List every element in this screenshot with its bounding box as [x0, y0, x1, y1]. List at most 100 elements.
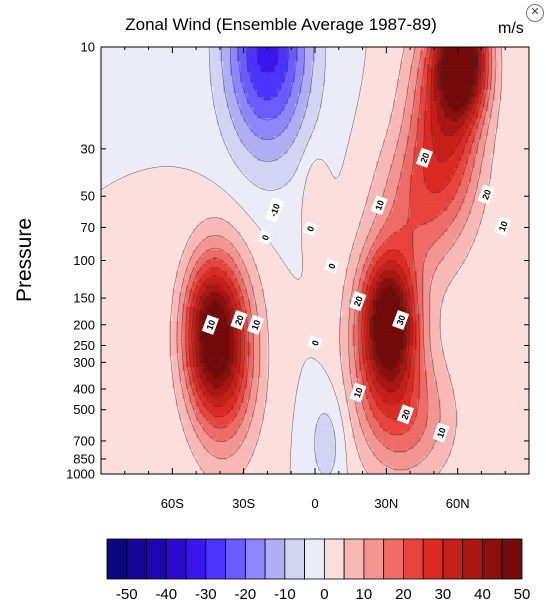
colorbar-box	[304, 538, 325, 580]
contour-label-bg	[323, 258, 340, 274]
colorbar-tick-label: -20	[234, 586, 256, 600]
y-tick-label: 70	[81, 220, 95, 235]
contour-label: 10	[247, 314, 265, 335]
contour-label-bg	[349, 291, 367, 312]
contour-label-text: 20	[233, 314, 246, 327]
contour-label-bg	[494, 216, 512, 237]
contour-field	[101, 47, 529, 474]
contour-label-text: 20	[399, 408, 412, 421]
contour-label-bg	[415, 147, 433, 168]
x-tick-label: 60N	[446, 496, 470, 511]
contour-label-text: 0	[310, 339, 321, 347]
contour-labels: 10 10 20 -10 0 0 0 0 10 20 30 10 20 10 20 20 10	[201, 147, 512, 443]
colorbar-box	[284, 538, 306, 580]
y-tick-label: 850	[73, 451, 95, 466]
y-axis-label: Pressure	[13, 218, 36, 302]
colorbar-box	[264, 538, 286, 580]
close-button[interactable]: ✕	[526, 4, 544, 22]
contour-label-text: -10	[268, 202, 282, 218]
colorbar-box	[343, 538, 365, 580]
contour-label-bg	[257, 230, 273, 245]
y-tick-label: 100	[73, 253, 95, 268]
colorbar-box	[244, 538, 266, 580]
contour-label-bg	[477, 184, 495, 205]
contour-label: 0	[257, 230, 273, 245]
colorbar-box	[205, 538, 226, 580]
contour-label: 20	[349, 291, 367, 312]
x-axis: 60S 30S 0 30N 60N	[124, 47, 506, 511]
x-tick-label: 0	[311, 496, 318, 511]
colorbar-tick-label: 10	[356, 586, 373, 600]
colorbar-box	[363, 538, 385, 580]
colorbar-tick-label: -30	[195, 586, 217, 600]
contour-label: 10	[432, 422, 450, 443]
contour-label-text: 20	[418, 151, 431, 164]
contour-label: 10	[349, 382, 367, 403]
colorbar-box	[146, 538, 167, 580]
contour-label-bg	[230, 309, 248, 331]
colorbar-tick-label: 20	[395, 586, 412, 600]
y-tick-label: 200	[73, 317, 95, 332]
colorbar-box	[462, 538, 483, 580]
colorbar-box	[165, 538, 187, 580]
contour-label: 0	[323, 258, 340, 274]
contour-label: 0	[307, 335, 323, 351]
colorbar-box	[482, 538, 503, 580]
contour-label-bg	[307, 335, 323, 351]
contour-label-text: 10	[352, 386, 365, 399]
colorbar-box	[442, 538, 464, 580]
colorbar: -50 -40 -30 -20 -10 0 10 20 30 40 50	[106, 538, 531, 600]
contour-label-bg	[396, 404, 414, 425]
contour-lines	[101, 47, 503, 474]
contour-label-bg	[247, 314, 265, 335]
contour-label: 10	[370, 195, 388, 216]
x-tick-label: 60S	[161, 496, 184, 511]
y-tick-label: 50	[81, 189, 95, 204]
contour-label-bg	[302, 221, 318, 237]
contour-label-text: 10	[250, 319, 263, 332]
y-tick-label: 30	[81, 141, 95, 156]
contour-label-bg	[392, 309, 410, 331]
contour-label-text: 20	[480, 188, 493, 201]
contour-label-text: 10	[435, 426, 448, 439]
colorbar-box	[126, 538, 147, 580]
contour-label: 0	[302, 221, 318, 237]
colorbar-tick-label: 50	[514, 586, 531, 600]
contour-label: 20	[477, 184, 495, 205]
contour-label-bg	[370, 195, 388, 216]
colorbar-box	[422, 538, 444, 580]
y-tick-label: 300	[73, 355, 95, 370]
colorbar-box	[185, 538, 207, 580]
colorbar-box	[225, 538, 246, 580]
contour-label-bg	[432, 422, 450, 443]
chart-title: Zonal Wind (Ensemble Average 1987-89)	[125, 15, 437, 34]
contour-label: 20	[230, 309, 248, 331]
units-label: m/s	[498, 20, 524, 37]
contour-label-text: 10	[497, 220, 510, 233]
contour-label-text: 10	[373, 199, 386, 212]
contour-label-text: 0	[260, 234, 271, 242]
colorbar-tick-label: -50	[116, 586, 138, 600]
contour-label-text: 10	[204, 319, 217, 332]
y-tick-label: 400	[73, 382, 95, 397]
colorbar-tick-label: 40	[474, 586, 491, 600]
y-tick-label: 1000	[66, 467, 95, 482]
colorbar-tick-label: 30	[435, 586, 452, 600]
x-tick-label: 30N	[374, 496, 398, 511]
contour-label-bg	[265, 197, 285, 223]
contour-label: 20	[415, 147, 433, 168]
contour-label: 10	[494, 216, 512, 237]
colorbar-tick-label: -10	[274, 586, 296, 600]
contour-label-text: 30	[395, 314, 408, 327]
colorbar-box	[323, 538, 345, 580]
contour-label-bg	[201, 314, 219, 335]
colorbar-box	[501, 538, 523, 580]
contour-label-text: 20	[352, 295, 365, 308]
x-tick-label: 30S	[232, 496, 255, 511]
contour-label: 30	[392, 309, 410, 331]
colorbar-box	[383, 538, 404, 580]
colorbar-box	[106, 538, 128, 580]
contour-label-text: 0	[327, 262, 338, 270]
colorbar-tick-label: 0	[320, 586, 328, 600]
